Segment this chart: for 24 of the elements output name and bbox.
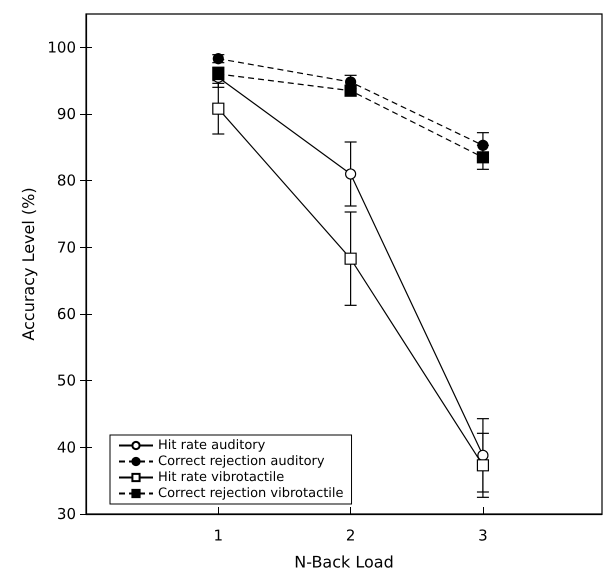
- y-tick-label: 100: [47, 38, 76, 56]
- legend-label: Correct rejection auditory: [158, 454, 325, 469]
- y-tick-label: 30: [56, 505, 76, 523]
- y-tick-label: 60: [56, 305, 76, 323]
- y-tick-label: 50: [56, 372, 76, 390]
- y-tick-label: 90: [56, 105, 76, 123]
- point: [476, 151, 490, 164]
- point: [345, 168, 356, 180]
- x-tick-label: 3: [478, 526, 488, 544]
- y-tick-label: 70: [56, 238, 76, 256]
- legend-label: Hit rate vibrotactile: [158, 470, 284, 485]
- x-tick-label: 2: [346, 526, 356, 544]
- point: [344, 252, 357, 265]
- legend-label: Correct rejection vibrotactile: [158, 486, 344, 501]
- y-tick-label: 80: [56, 172, 76, 190]
- point: [212, 102, 224, 115]
- y-tick-label: 40: [56, 438, 76, 456]
- y-axis-title: Accuracy Level (%): [18, 187, 38, 341]
- x-axis-title: N-Back Load: [294, 552, 394, 572]
- legend-label: Hit rate auditory: [158, 438, 266, 453]
- point: [477, 140, 489, 151]
- point: [476, 459, 490, 472]
- x-tick-label: 1: [214, 526, 224, 544]
- point: [477, 450, 489, 461]
